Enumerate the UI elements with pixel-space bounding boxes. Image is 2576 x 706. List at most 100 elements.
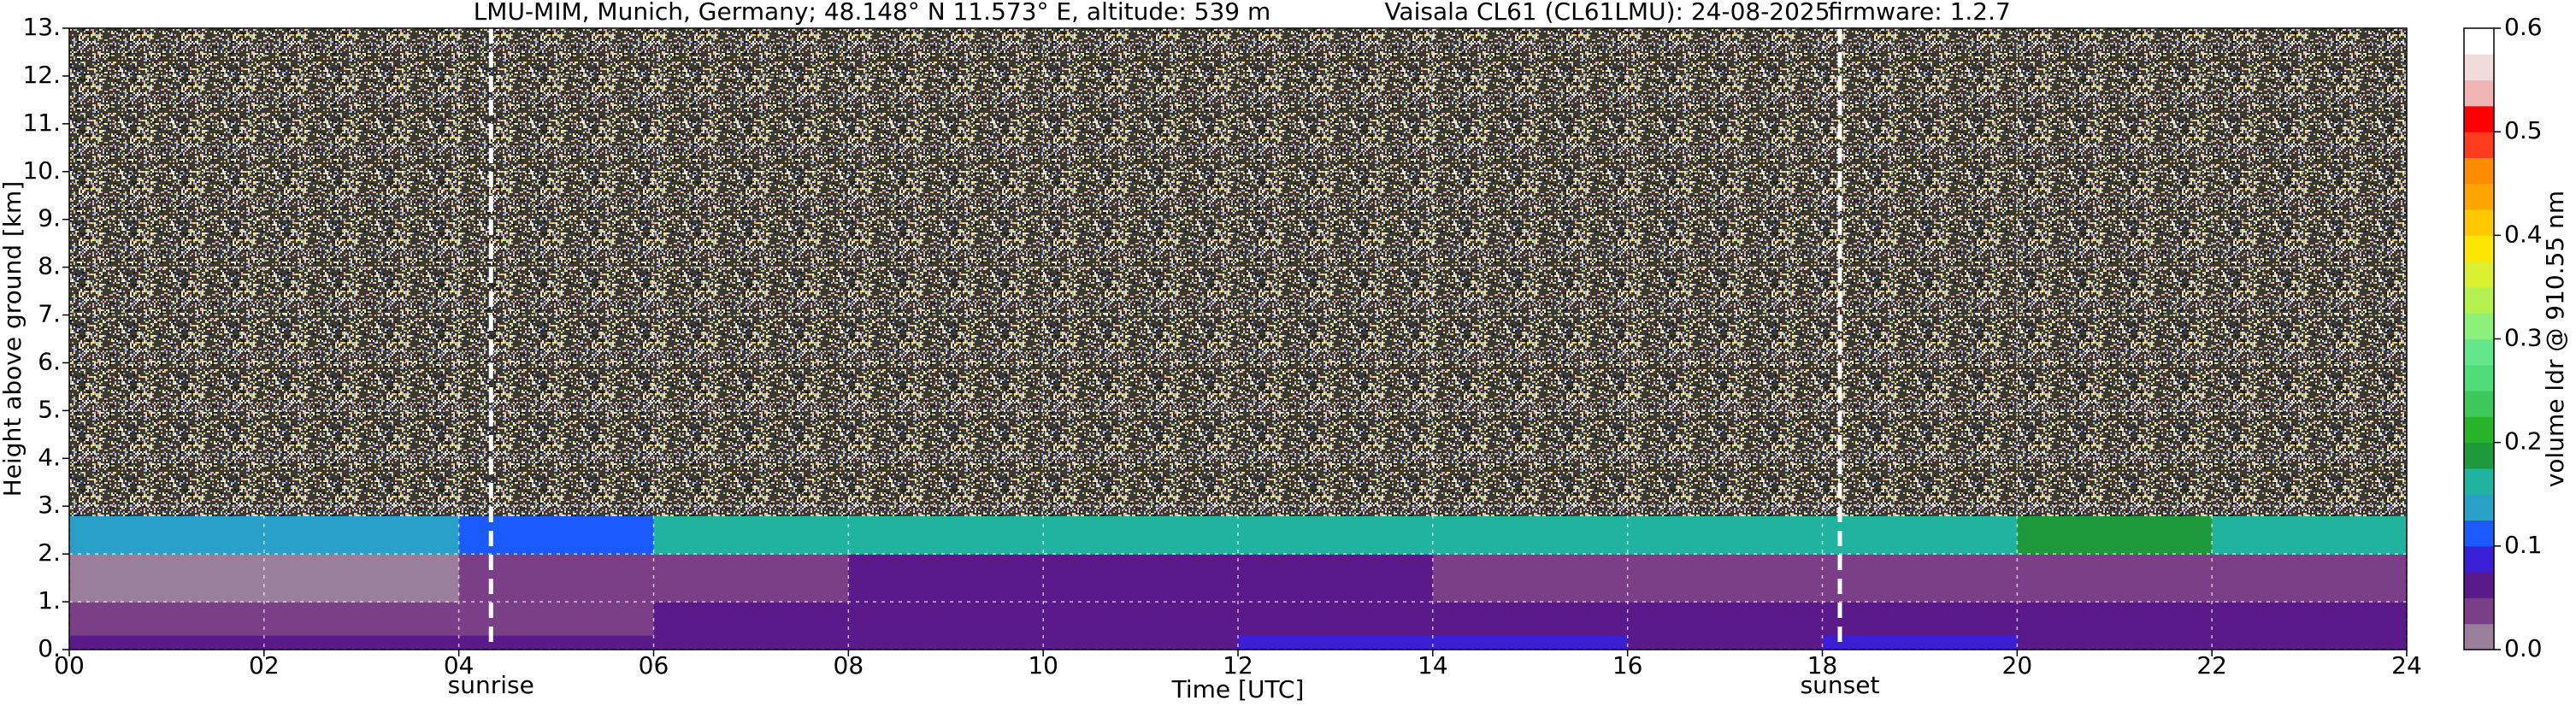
colorbar-segment xyxy=(2464,79,2494,107)
chart-title: firmware: 1.2.7 xyxy=(1828,0,2011,26)
colorbar-segment xyxy=(2464,494,2494,521)
colorbar-segment xyxy=(2464,364,2494,391)
heatmap-cell xyxy=(458,515,654,555)
heatmap-cell xyxy=(653,635,849,650)
annotation-label: sunset xyxy=(1801,671,1880,699)
colorbar-label: volume ldr @ 910.55 nm xyxy=(2541,191,2569,487)
colorbar-segment xyxy=(2464,313,2494,339)
x-tick-label: 02 xyxy=(249,651,280,680)
heatmap-cell xyxy=(1822,515,2018,555)
noise-cell xyxy=(69,28,265,516)
colorbar-segment xyxy=(2464,468,2494,495)
heatmap-cell xyxy=(1238,515,1434,555)
heatmap-cell xyxy=(263,602,460,636)
colorbar-segment xyxy=(2464,261,2494,288)
heatmap-cell xyxy=(1627,554,1823,603)
heatmap-cell xyxy=(2017,554,2213,603)
colorbar-segment xyxy=(2464,416,2494,444)
heatmap-cell xyxy=(2212,554,2408,603)
heatmap-cell xyxy=(1238,602,1434,636)
colorbar-tick-label: 0.4 xyxy=(2504,220,2543,248)
y-tick-label: 2. xyxy=(38,538,61,567)
colorbar-segment xyxy=(2464,597,2494,625)
heatmap-cell xyxy=(848,515,1044,555)
colorbar-segment xyxy=(2464,105,2494,132)
colorbar-segment xyxy=(2464,545,2494,573)
y-tick-label: 7. xyxy=(38,300,61,328)
heatmap-cell xyxy=(69,515,265,555)
colorbar-segment xyxy=(2464,54,2494,81)
heatmap-cell xyxy=(1822,554,2018,603)
x-tick-label: 06 xyxy=(639,651,669,680)
noise-cell xyxy=(2017,28,2213,516)
chart-title: Vaisala CL61 (CL61LMU): 24-08-2025 xyxy=(1384,0,1830,26)
y-tick-label: 8. xyxy=(38,252,61,280)
y-tick-label: 0. xyxy=(38,634,61,662)
noise-cell xyxy=(2212,28,2408,516)
y-tick-label: 1. xyxy=(38,586,61,615)
heatmap-cell xyxy=(69,602,265,636)
noise-cell xyxy=(1432,28,1629,516)
heatmap-cell xyxy=(2212,515,2408,555)
x-tick-label: 24 xyxy=(2391,651,2422,680)
heatmap-cell xyxy=(848,554,1044,603)
heatmap-cell xyxy=(1238,635,1434,650)
heatmap-cell xyxy=(1043,602,1239,636)
heatmap-cell xyxy=(1432,515,1629,555)
y-tick-label: 3. xyxy=(38,491,61,519)
colorbar-segment xyxy=(2464,572,2494,598)
colorbar-tick-label: 0.5 xyxy=(2504,116,2543,144)
heatmap-cell xyxy=(1043,554,1239,603)
y-tick-label: 13. xyxy=(22,13,61,41)
noise-cell xyxy=(1238,28,1434,516)
colorbar-segment xyxy=(2464,338,2494,366)
y-tick-label: 6. xyxy=(38,347,61,375)
x-tick-label: 16 xyxy=(1612,651,1643,680)
noise-cell xyxy=(653,28,849,516)
noise-cell xyxy=(458,28,654,516)
heatmap-cell xyxy=(458,635,654,650)
colorbar-segment xyxy=(2464,235,2494,262)
colorbar-tick-label: 0.0 xyxy=(2504,634,2543,662)
heatmap-cell xyxy=(263,554,460,603)
heatmap-cell xyxy=(1432,554,1629,603)
x-tick-label: 18 xyxy=(1807,651,1838,680)
heatmap-cell xyxy=(1627,635,1823,650)
heatmap-cell xyxy=(458,602,654,636)
y-tick-label: 5. xyxy=(38,395,61,423)
heatmap-cell xyxy=(653,515,849,555)
heatmap-cell xyxy=(848,602,1044,636)
chart-title: LMU-MIM, Munich, Germany; 48.148° N 11.5… xyxy=(474,0,1271,26)
colorbar-segment xyxy=(2464,391,2494,417)
colorbar-segment xyxy=(2464,286,2494,314)
noise-cell xyxy=(848,28,1044,516)
heatmap-cell xyxy=(1822,602,2018,636)
annotation-label: sunrise xyxy=(448,671,534,699)
colorbar-segment xyxy=(2464,442,2494,469)
heatmap-cell xyxy=(263,635,460,650)
heatmap-cell xyxy=(69,635,265,650)
noise-cell xyxy=(1822,28,2018,516)
colorbar-tick-label: 0.2 xyxy=(2504,427,2543,456)
x-tick-label: 14 xyxy=(1418,651,1448,680)
heatmap-cell xyxy=(1238,554,1434,603)
noise-cell xyxy=(1627,28,1823,516)
heatmap-cell xyxy=(653,602,849,636)
y-axis-label: Height above ground [km] xyxy=(0,181,27,497)
y-tick-label: 4. xyxy=(38,443,61,471)
x-tick-label: 00 xyxy=(54,651,85,680)
x-axis-label: Time [UTC] xyxy=(1171,675,1305,703)
x-tick-label: 08 xyxy=(834,651,864,680)
y-tick-label: 10. xyxy=(22,156,61,185)
heatmap-cell xyxy=(69,554,265,603)
heatmap-cell xyxy=(2017,515,2213,555)
colorbar-segment xyxy=(2464,520,2494,547)
colorbar-segment xyxy=(2464,183,2494,210)
x-tick-label: 04 xyxy=(444,651,475,680)
heatmap-cell xyxy=(848,635,1044,650)
noise-cell xyxy=(263,28,460,516)
heatmap-cell xyxy=(1432,602,1629,636)
heatmap-cell xyxy=(2017,602,2213,636)
heatmap-cell xyxy=(1043,635,1239,650)
